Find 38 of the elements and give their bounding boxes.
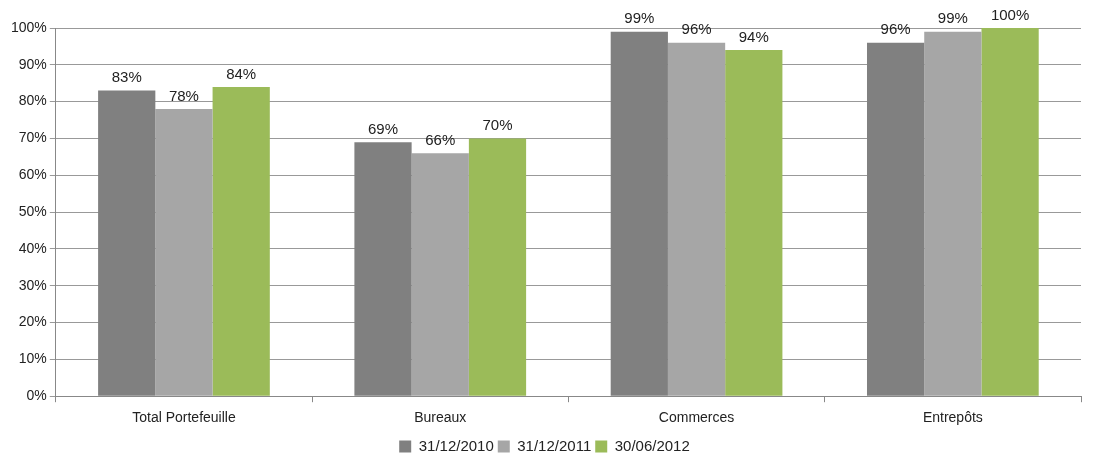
y-tick-label: 90% bbox=[18, 55, 47, 72]
data-label: 99% bbox=[937, 9, 968, 27]
data-label: 78% bbox=[168, 86, 199, 104]
y-tick-label: 20% bbox=[18, 313, 47, 330]
data-label: 83% bbox=[111, 68, 142, 86]
data-label: 96% bbox=[880, 20, 911, 38]
legend-label: 31/12/2010 bbox=[418, 436, 494, 454]
bar bbox=[212, 86, 270, 396]
y-tick-label: 40% bbox=[18, 239, 47, 256]
y-tick-label: 70% bbox=[18, 129, 47, 146]
bar bbox=[468, 138, 527, 396]
x-tick-label: Entrepôts bbox=[922, 409, 983, 426]
bar bbox=[924, 31, 982, 396]
bar bbox=[667, 42, 726, 396]
y-tick-label: 80% bbox=[18, 92, 47, 109]
y-tick-label: 60% bbox=[18, 166, 47, 183]
y-tick-label: 100% bbox=[10, 18, 47, 35]
legend-label: 31/12/2011 bbox=[517, 436, 592, 454]
y-tick-label: 50% bbox=[18, 202, 47, 219]
data-label: 96% bbox=[681, 20, 712, 38]
bar bbox=[411, 153, 469, 396]
data-label: 100% bbox=[990, 5, 1030, 23]
data-label: 84% bbox=[226, 64, 257, 82]
bar bbox=[155, 109, 213, 396]
bar bbox=[981, 28, 1039, 396]
data-label: 99% bbox=[624, 9, 655, 27]
data-label: 94% bbox=[738, 27, 769, 45]
x-tick-label: Bureaux bbox=[414, 409, 467, 426]
bar bbox=[725, 50, 783, 396]
y-tick-label: 0% bbox=[26, 387, 47, 404]
legend-label: 30/06/2012 bbox=[614, 436, 690, 454]
y-tick-label: 30% bbox=[18, 276, 47, 293]
data-label: 70% bbox=[482, 116, 513, 134]
data-label: 69% bbox=[368, 119, 399, 137]
y-tick-label: 10% bbox=[18, 350, 47, 367]
x-tick-label: Commerces bbox=[658, 409, 735, 426]
x-tick-label: Total Portefeuille bbox=[132, 409, 236, 426]
data-label: 66% bbox=[425, 130, 456, 148]
